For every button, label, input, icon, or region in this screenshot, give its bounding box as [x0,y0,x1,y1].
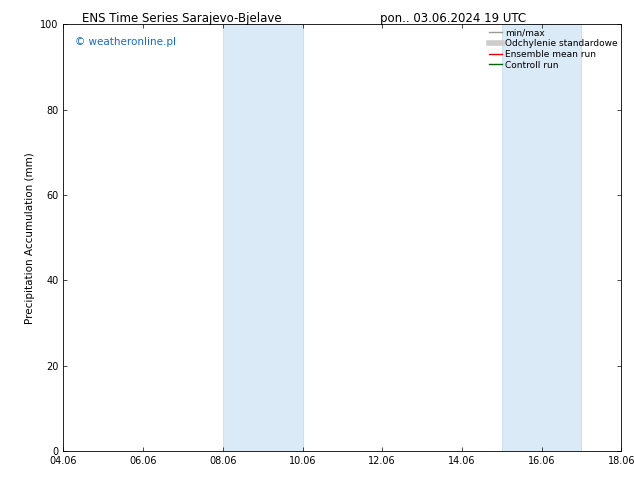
Text: pon.. 03.06.2024 19 UTC: pon.. 03.06.2024 19 UTC [380,12,526,25]
Text: ENS Time Series Sarajevo-Bjelave: ENS Time Series Sarajevo-Bjelave [82,12,282,25]
Text: © weatheronline.pl: © weatheronline.pl [75,37,176,48]
Legend: min/max, Odchylenie standardowe, Ensemble mean run, Controll run: min/max, Odchylenie standardowe, Ensembl… [488,27,619,71]
Bar [223,24,302,451]
Bar [501,24,581,451]
Y-axis label: Precipitation Accumulation (mm): Precipitation Accumulation (mm) [25,152,35,323]
